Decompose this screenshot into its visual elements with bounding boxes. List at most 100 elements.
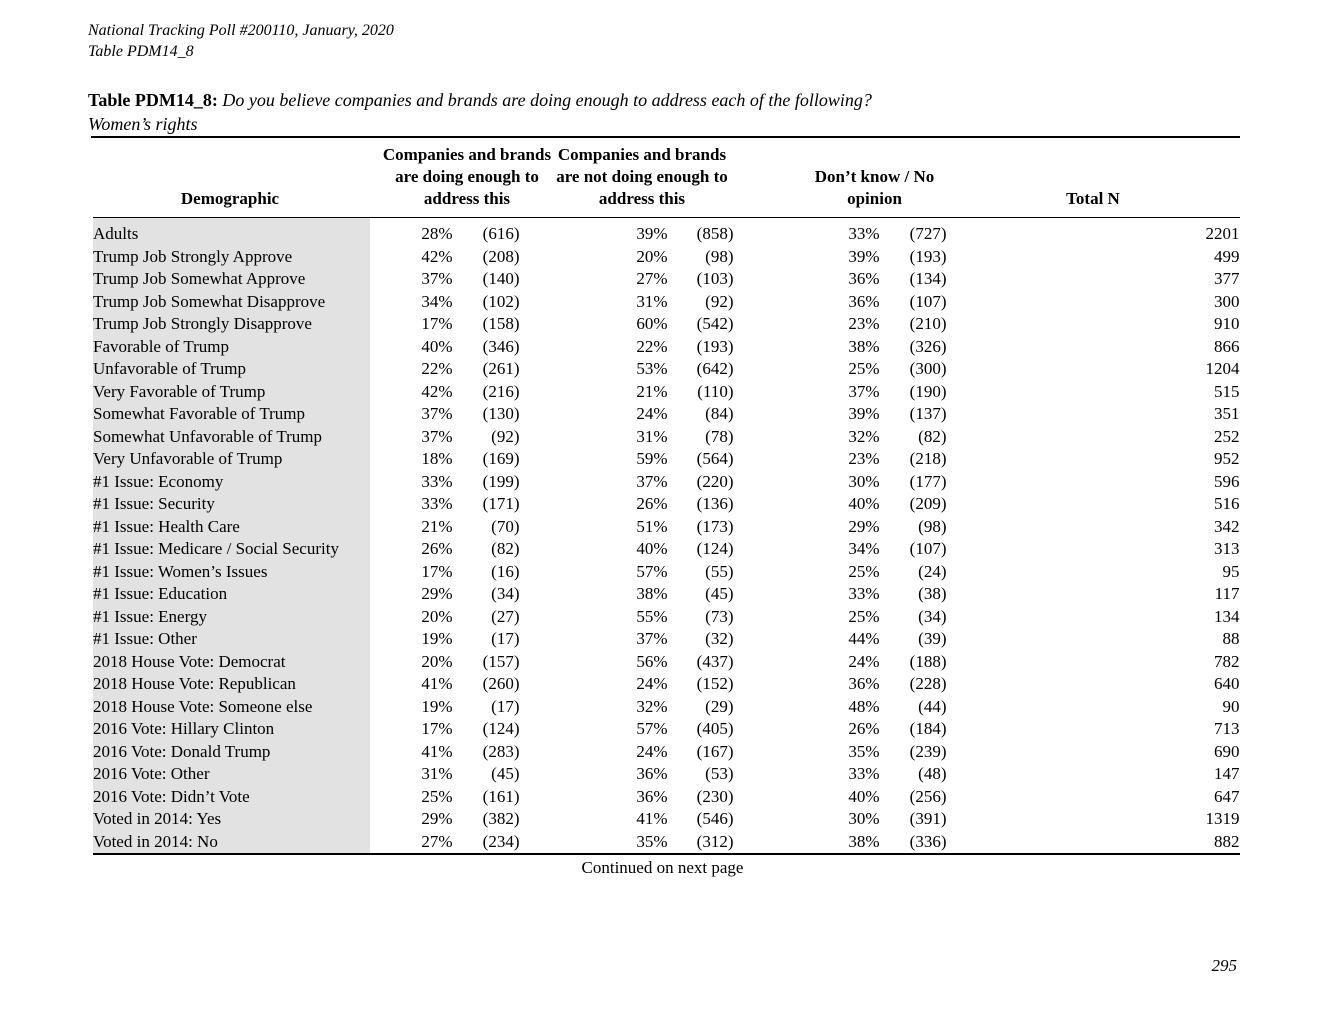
dont-know-pct: 25% — [848, 359, 880, 378]
not-doing-enough-pct: 55% — [636, 606, 668, 626]
dont-know-n: (336) — [909, 831, 947, 851]
row-label: #1 Issue: Health Care — [88, 515, 370, 538]
doing-enough-pct: 22% — [421, 359, 453, 378]
dont-know-pct: 36% — [848, 291, 880, 311]
doing-enough-pct: 37% — [421, 404, 453, 423]
doing-enough-n: (124) — [482, 719, 520, 738]
doing-enough-pct: 19% — [421, 696, 453, 716]
row-label: 2016 Vote: Didn’t Vote — [88, 785, 370, 808]
doing-enough-pct: 20% — [421, 651, 453, 671]
table-row: Very Favorable of Trump 42% (216) 21% (1… — [88, 380, 1240, 403]
table-row: Very Unfavorable of Trump 18% (169) 59% … — [88, 448, 1240, 471]
total-n: 95 — [1222, 561, 1240, 581]
dont-know-n: (727) — [909, 224, 947, 243]
not-doing-enough-pct: 38% — [636, 584, 668, 603]
table-row: #1 Issue: Women’s Issues 17% (16) 57% (5… — [88, 560, 1240, 583]
not-doing-enough-n: (152) — [696, 674, 734, 693]
dont-know-pct: 33% — [848, 224, 880, 243]
table-header: Demographic Companies and brands are doi… — [90, 137, 1240, 218]
row-label: #1 Issue: Energy — [88, 605, 370, 628]
doing-enough-n: (158) — [482, 314, 520, 333]
not-doing-enough-n: (110) — [697, 381, 734, 401]
doing-enough-n: (17) — [491, 629, 520, 648]
row-label: Voted in 2014: Yes — [88, 808, 370, 831]
table-title-label: Table PDM14_8: — [88, 90, 218, 110]
dont-know-pct: 40% — [848, 494, 880, 513]
total-n: 690 — [1214, 741, 1240, 761]
doing-enough-n: (70) — [491, 516, 520, 536]
row-label: Favorable of Trump — [88, 335, 370, 358]
dont-know-n: (82) — [918, 426, 947, 446]
dont-know-n: (184) — [909, 719, 947, 738]
not-doing-enough-n: (193) — [696, 336, 734, 356]
total-n: 515 — [1214, 381, 1240, 401]
row-label: Somewhat Favorable of Trump — [88, 403, 370, 426]
not-doing-enough-pct: 36% — [636, 764, 668, 783]
table-row: #1 Issue: Medicare / Social Security 26%… — [88, 538, 1240, 561]
table-row: Somewhat Unfavorable of Trump 37% (92) 3… — [88, 425, 1240, 448]
doing-enough-n: (283) — [482, 741, 520, 761]
not-doing-enough-n: (98) — [705, 246, 734, 266]
dont-know-pct: 24% — [848, 651, 880, 671]
dont-know-pct: 25% — [848, 561, 880, 581]
not-doing-enough-n: (546) — [696, 809, 734, 828]
total-n: 713 — [1214, 719, 1240, 738]
doing-enough-n: (171) — [482, 494, 520, 513]
doing-enough-n: (216) — [482, 381, 520, 401]
dont-know-n: (107) — [909, 539, 947, 558]
table-row: Voted in 2014: Yes 29% (382) 41% (546) 3… — [88, 808, 1240, 831]
doing-enough-n: (346) — [482, 336, 520, 356]
table-title-question: Do you believe companies and brands are … — [222, 90, 872, 110]
table-row: Trump Job Somewhat Approve 37% (140) 27%… — [88, 268, 1240, 291]
doing-enough-n: (260) — [482, 674, 520, 693]
not-doing-enough-n: (858) — [696, 224, 734, 243]
not-doing-enough-pct: 53% — [636, 359, 668, 378]
total-n: 252 — [1214, 426, 1240, 446]
not-doing-enough-pct: 59% — [636, 449, 668, 468]
dont-know-n: (190) — [909, 381, 947, 401]
row-label: Very Unfavorable of Trump — [88, 448, 370, 471]
doing-enough-n: (157) — [482, 651, 520, 671]
row-label: Trump Job Strongly Approve — [88, 245, 370, 268]
dont-know-pct: 38% — [848, 336, 880, 356]
table-row: Trump Job Strongly Disapprove 17% (158) … — [88, 313, 1240, 336]
doing-enough-n: (17) — [491, 696, 520, 716]
table-row: Voted in 2014: No 27% (234) 35% (312) 38… — [88, 830, 1240, 854]
row-label: #1 Issue: Medicare / Social Security — [88, 538, 370, 561]
table-row: 2016 Vote: Didn’t Vote 25% (161) 36% (23… — [88, 785, 1240, 808]
total-n: 1204 — [1205, 359, 1240, 378]
not-doing-enough-pct: 31% — [636, 426, 668, 446]
doing-enough-pct: 25% — [421, 786, 453, 806]
not-doing-enough-pct: 57% — [636, 561, 668, 581]
total-n: 313 — [1214, 539, 1240, 558]
doing-enough-pct: 33% — [421, 471, 453, 491]
doing-enough-n: (208) — [482, 246, 520, 266]
table-body: Adults 28% (616) 39% (858) 33% (727) 220… — [88, 217, 1240, 854]
page-number: 295 — [1211, 956, 1238, 975]
poll-title-line: National Tracking Poll #200110, January,… — [88, 22, 394, 39]
dont-know-pct: 36% — [848, 674, 880, 693]
continued-note: Continued on next page — [581, 858, 744, 877]
dont-know-n: (218) — [909, 449, 947, 468]
not-doing-enough-n: (642) — [696, 359, 734, 378]
doing-enough-pct: 41% — [421, 674, 453, 693]
total-n: 882 — [1214, 831, 1240, 851]
not-doing-enough-n: (312) — [696, 831, 734, 851]
row-label: #1 Issue: Education — [88, 583, 370, 606]
total-n: 2201 — [1205, 224, 1240, 243]
table-row: 2016 Vote: Donald Trump 41% (283) 24% (1… — [88, 740, 1240, 763]
doing-enough-pct: 27% — [421, 831, 453, 851]
dont-know-pct: 39% — [848, 404, 880, 423]
doing-enough-pct: 17% — [421, 561, 453, 581]
not-doing-enough-pct: 27% — [636, 269, 668, 288]
table-row: Favorable of Trump 40% (346) 22% (193) 3… — [88, 335, 1240, 358]
doing-enough-n: (45) — [491, 764, 520, 783]
doing-enough-pct: 29% — [421, 809, 453, 828]
total-n: 1319 — [1205, 809, 1240, 828]
doing-enough-n: (16) — [491, 561, 520, 581]
row-label: 2018 House Vote: Republican — [88, 673, 370, 696]
doing-enough-pct: 41% — [421, 741, 453, 761]
doing-enough-n: (130) — [482, 404, 520, 423]
table-row: 2016 Vote: Other 31% (45) 36% (53) 33% (… — [88, 763, 1240, 786]
row-label: Trump Job Somewhat Disapprove — [88, 290, 370, 313]
